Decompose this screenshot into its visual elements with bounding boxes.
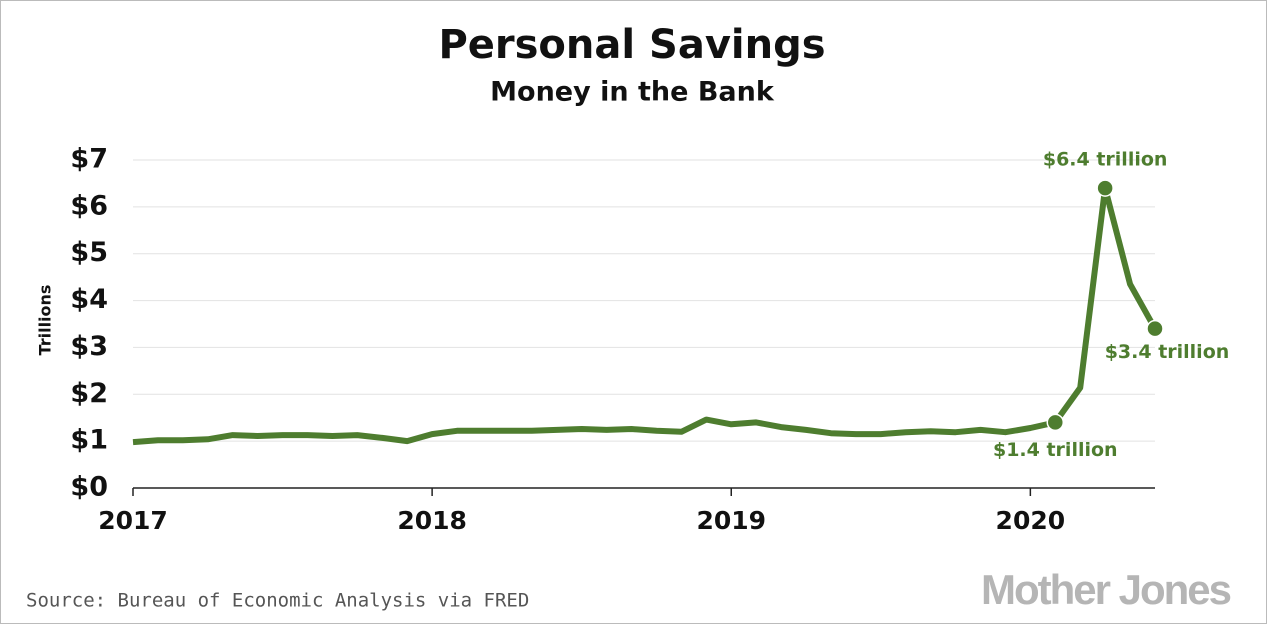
y-axis-label: Trillions (36, 285, 55, 356)
point-marker (1096, 179, 1114, 197)
x-tick-label: 2018 (397, 506, 467, 535)
y-tick-label: $1 (70, 425, 108, 456)
value-label: $6.4 trillion (1043, 149, 1168, 171)
y-tick-label: $6 (70, 190, 108, 221)
value-label: $1.4 trillion (993, 439, 1118, 461)
source: Source: Bureau of Economic Analysis via … (26, 590, 529, 612)
point-marker (1046, 413, 1065, 432)
y-tick-label: $3 (70, 331, 108, 362)
y-tick-label: $4 (70, 284, 108, 315)
y-tick-label: $2 (70, 378, 108, 409)
point-marker (1146, 319, 1164, 338)
chart-subtitle: Money in the Bank (490, 77, 775, 108)
chart-title: Personal Savings (438, 22, 825, 68)
data-line (132, 185, 1158, 446)
x-tick-label: 2017 (98, 506, 168, 535)
y-tick-label: $5 (70, 237, 108, 268)
x-tick-label: 2020 (996, 506, 1066, 535)
y-tick-label: $0 (70, 472, 108, 503)
y-tick-label: $7 (70, 144, 108, 175)
x-tick-label: 2019 (696, 506, 766, 535)
value-label: $3.4 trillion (1105, 341, 1230, 363)
brand-logo: Mother Jones (981, 566, 1231, 613)
